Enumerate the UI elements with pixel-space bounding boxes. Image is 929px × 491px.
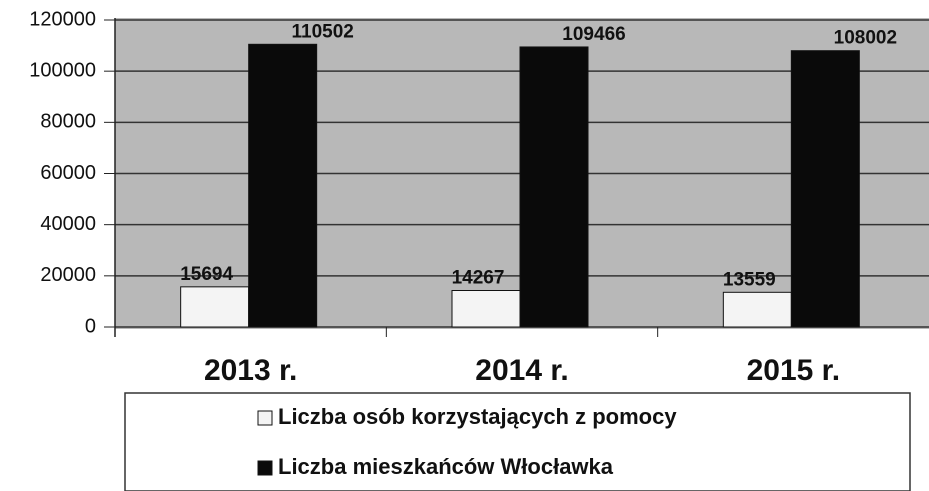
data-label: 13559 xyxy=(723,269,776,290)
legend-label: Liczba osób korzystających z pomocy xyxy=(278,404,677,429)
data-label: 110502 xyxy=(291,21,353,42)
data-label: 109466 xyxy=(562,24,625,45)
y-tick-label: 120000 xyxy=(29,8,96,30)
x-tick-label: 2014 r. xyxy=(475,354,568,387)
bar xyxy=(722,291,792,328)
y-tick-label: 0 xyxy=(85,315,96,337)
y-tick-label: 40000 xyxy=(40,213,96,235)
bar xyxy=(519,46,589,328)
bar xyxy=(180,286,250,328)
data-label: 15694 xyxy=(180,264,233,285)
bar xyxy=(248,43,318,328)
y-tick-label: 100000 xyxy=(29,59,96,81)
bar xyxy=(451,290,521,328)
bar xyxy=(790,50,860,328)
y-tick-label: 80000 xyxy=(40,111,96,133)
legend-label: Liczba mieszkańców Włocławka xyxy=(278,454,614,479)
x-tick-label: 2013 r. xyxy=(204,354,297,387)
y-tick-label: 20000 xyxy=(40,264,96,286)
y-tick-label: 60000 xyxy=(40,162,96,184)
x-tick-label: 2015 r. xyxy=(747,354,840,387)
legend-swatch xyxy=(257,410,273,426)
legend-swatch xyxy=(257,460,273,476)
data-label: 14267 xyxy=(452,268,505,289)
data-label: 108002 xyxy=(834,28,897,49)
legend xyxy=(124,392,911,491)
